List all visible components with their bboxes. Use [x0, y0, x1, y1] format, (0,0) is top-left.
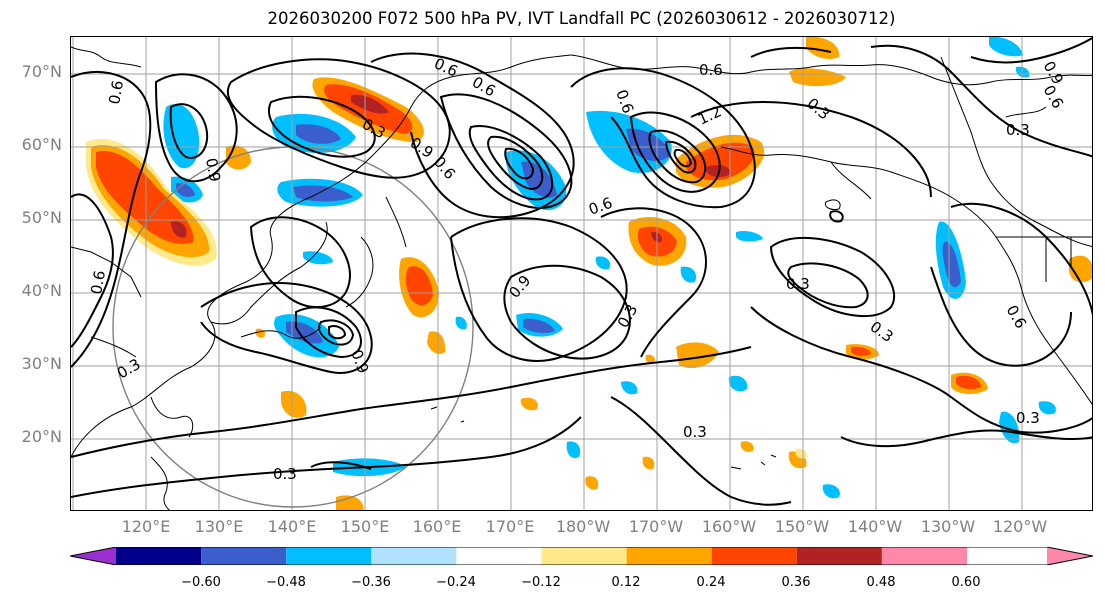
lon-label-160e: 160°E	[412, 517, 462, 536]
graticule	[71, 37, 1092, 510]
contour-label: 0.9	[505, 272, 534, 302]
contour-label: 0.3	[1006, 121, 1030, 139]
contour-label: 0.3	[614, 301, 642, 331]
contour-label: 0.6	[699, 61, 723, 79]
colorbar-segment	[881, 547, 967, 565]
lon-label-150e: 150°E	[340, 517, 390, 536]
contour-label: 0.3	[683, 423, 707, 441]
colorbar-tick: 0.60	[951, 575, 981, 590]
colorbar-extend-high	[1047, 547, 1093, 565]
contour-label: 0.3	[273, 465, 297, 483]
range-circle	[112, 146, 474, 508]
contour-label: 0.3	[1016, 409, 1040, 427]
colorbar-tick: −0.36	[351, 575, 391, 590]
contour-label: 0.6	[1003, 302, 1031, 332]
lon-label-160w: 160°W	[701, 517, 757, 536]
colorbar-tick: −0.24	[436, 575, 476, 590]
pv-negative-anomalies	[163, 37, 1056, 499]
contour-lines	[71, 37, 1092, 506]
lon-label-130e: 130°E	[194, 517, 244, 536]
map-canvas: 0.6 0.9 0.6 0.3 0.6 0.6 0.9 0.6 0.3 0.9 …	[71, 37, 1092, 510]
contour-label: 0.3	[114, 355, 144, 383]
lat-label-40n: 40°N	[21, 281, 62, 300]
colorbar	[70, 547, 1093, 565]
colorbar-segment	[201, 547, 287, 565]
lon-label-120e: 120°E	[121, 517, 171, 536]
contour-label: 0.6	[87, 269, 109, 296]
lon-label-170w: 170°W	[628, 517, 684, 536]
contour-label: 0.3	[786, 275, 810, 293]
colorbar-segment	[456, 547, 542, 565]
colorbar-segment	[541, 547, 627, 565]
lat-label-20n: 20°N	[21, 427, 62, 446]
contour-label: 0.9	[202, 157, 224, 184]
map-title: 2026030200 F072 500 hPa PV, IVT Landfall…	[267, 9, 896, 28]
colorbar-segment	[796, 547, 882, 565]
colorbar-tick: 0.24	[696, 575, 726, 590]
lon-label-140e: 140°E	[267, 517, 317, 536]
colorbar-tick: 0.48	[866, 575, 896, 590]
colorbar-tick: −0.48	[266, 575, 306, 590]
lon-label-130w: 130°W	[920, 517, 976, 536]
lon-label-180w: 180°W	[555, 517, 611, 536]
contour-label: 0.6	[1040, 82, 1068, 112]
contour-label: 0.3	[803, 94, 833, 123]
colorbar-segment	[626, 547, 712, 565]
contour-label: 0.3	[867, 318, 897, 346]
colorbar-segment	[371, 547, 457, 565]
lon-label-150w: 150°W	[774, 517, 830, 536]
contour-label: 0.6	[430, 153, 459, 183]
coastlines	[71, 46, 1092, 510]
colorbar-segment	[286, 547, 372, 565]
lat-label-30n: 30°N	[21, 354, 62, 373]
map-panel: 0.6 0.9 0.6 0.3 0.6 0.6 0.9 0.6 0.3 0.9 …	[70, 36, 1093, 511]
colorbar-tick: −0.12	[521, 575, 561, 590]
lon-label-170e: 170°E	[485, 517, 535, 536]
colorbar-tick: −0.60	[181, 575, 221, 590]
contour-label: 0.6	[586, 194, 615, 219]
colorbar-segment	[116, 547, 202, 565]
contour-label: 0.6	[105, 79, 127, 106]
lat-label-50n: 50°N	[21, 208, 62, 227]
lat-label-70n: 70°N	[21, 62, 62, 81]
lon-label-120w: 120°W	[992, 517, 1048, 536]
contour-label: 0.6	[431, 54, 460, 80]
colorbar-tick: 0.36	[781, 575, 811, 590]
lon-label-140w: 140°W	[847, 517, 903, 536]
contour-label: 0.6	[612, 87, 637, 116]
colorbar-tick: 0.12	[611, 575, 641, 590]
colorbar-segment	[711, 547, 797, 565]
colorbar-extend-low	[70, 547, 116, 565]
lat-label-60n: 60°N	[21, 135, 62, 154]
